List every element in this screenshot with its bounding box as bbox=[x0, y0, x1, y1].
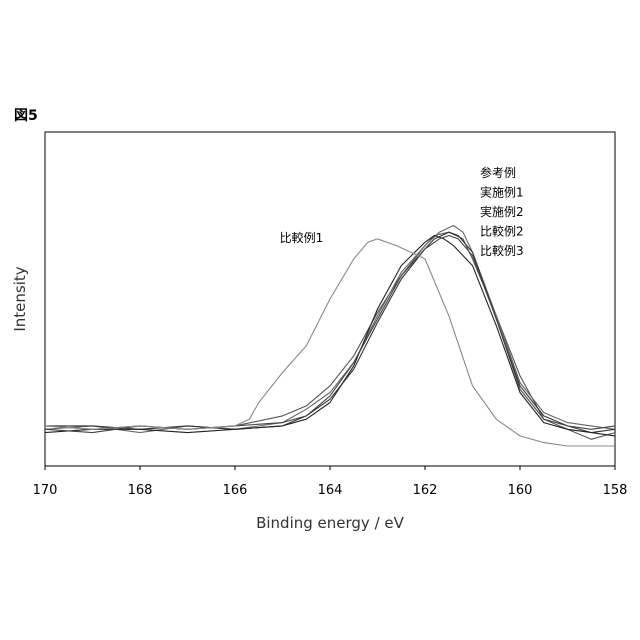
legend-entry: 参考例 bbox=[480, 165, 516, 180]
legend-entry: 実施例2 bbox=[480, 204, 524, 219]
legend-entry: 実施例1 bbox=[480, 185, 524, 200]
legend-entry: 比較例2 bbox=[480, 224, 524, 239]
series-line-6 bbox=[45, 239, 615, 446]
series-layer bbox=[45, 226, 615, 447]
x-tick-label: 164 bbox=[318, 483, 343, 498]
x-tick-label: 162 bbox=[413, 483, 438, 498]
x-tick-label: 170 bbox=[33, 483, 58, 498]
y-axis-label: Intensity bbox=[11, 266, 29, 331]
x-tick-label: 168 bbox=[128, 483, 153, 498]
x-tick-label: 166 bbox=[223, 483, 248, 498]
annotation-layer: 比較例1 bbox=[280, 230, 324, 245]
series-line-1 bbox=[45, 232, 615, 439]
x-axis-label: Binding energy / eV bbox=[256, 514, 405, 532]
x-tick-label: 158 bbox=[603, 483, 628, 498]
legend-layer: 参考例実施例1 実施例2 比較例2 比較例3 bbox=[480, 165, 524, 258]
tick-layer: 170 168 166 164 162 160 158 bbox=[33, 466, 628, 498]
legend-entry: 比較例3 bbox=[480, 243, 524, 258]
x-tick-label: 160 bbox=[508, 483, 533, 498]
series-line-4 bbox=[45, 236, 615, 436]
annotation-label: 比較例1 bbox=[280, 230, 324, 245]
